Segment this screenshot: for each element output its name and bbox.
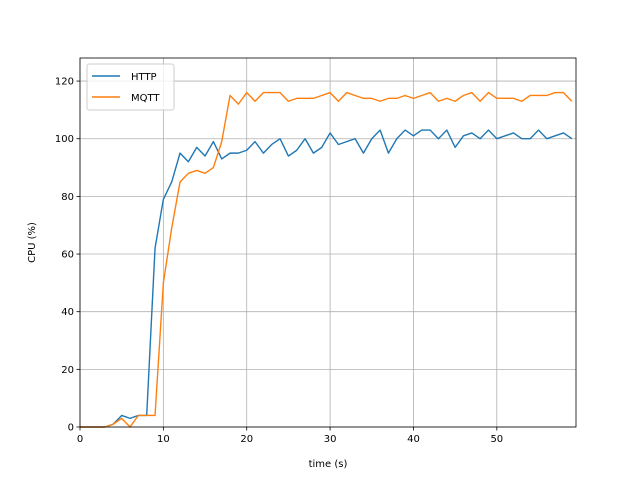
- x-tick-label: 0: [77, 434, 83, 445]
- legend-label-mqtt: MQTT: [131, 93, 160, 104]
- y-tick-label: 0: [68, 423, 74, 434]
- plot-frame: [79, 57, 577, 428]
- x-tick-label: 40: [407, 434, 420, 445]
- series-line-http: [80, 129, 573, 428]
- y-tick-label: 80: [61, 192, 74, 203]
- x-tick-label: 10: [157, 434, 170, 445]
- y-tick-label: 20: [61, 365, 74, 376]
- grid-lines: [79, 58, 576, 428]
- series-line-mqtt: [80, 91, 573, 428]
- y-tick-label: 100: [55, 134, 74, 145]
- legend-label-http: HTTP: [131, 72, 157, 83]
- x-axis: 0 10 20 30 40 50: [77, 427, 503, 445]
- y-tick-label: 40: [61, 307, 74, 318]
- x-axis-label: time (s): [309, 459, 348, 470]
- x-tick-label: 20: [240, 434, 253, 445]
- x-tick-label: 30: [324, 434, 337, 445]
- legend: HTTP MQTT: [86, 63, 175, 111]
- y-axis-label: CPU (%): [27, 222, 38, 263]
- y-axis: 0 20 40 60 80 100 120: [55, 77, 80, 434]
- y-tick-label: 120: [55, 77, 74, 88]
- series-lines: [80, 91, 573, 428]
- y-tick-label: 60: [61, 250, 74, 261]
- x-tick-label: 50: [490, 434, 503, 445]
